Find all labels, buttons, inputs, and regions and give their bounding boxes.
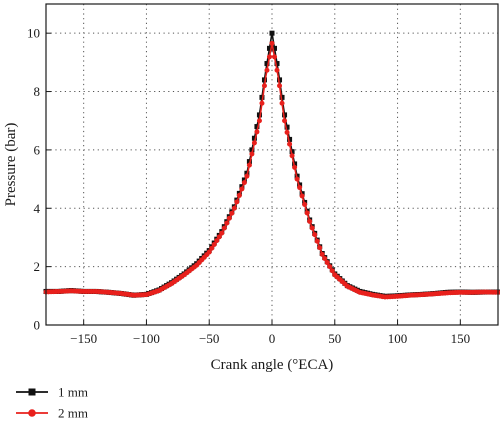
data-point (279, 94, 285, 100)
data-point (284, 124, 290, 130)
data-point (226, 215, 232, 221)
data-point (234, 199, 240, 205)
legend: 1 mm 2 mm (16, 385, 88, 421)
data-point (231, 205, 237, 211)
axis-ticks: −150 −100 −50 0 50 100 150 0 2 4 6 8 10 (27, 26, 470, 346)
data-point (249, 147, 255, 153)
y-tick-label: 6 (34, 142, 41, 157)
y-tick-label: 2 (34, 259, 41, 274)
data-point (289, 149, 295, 155)
data-point (249, 151, 255, 157)
data-point (317, 245, 323, 251)
x-axis-title: Crank angle (°ECA) (211, 357, 334, 373)
data-point (324, 260, 330, 266)
y-tick-label: 8 (34, 84, 41, 99)
data-point (329, 268, 335, 274)
data-point (254, 124, 260, 130)
data-point (327, 264, 333, 270)
y-tick-label: 10 (27, 26, 40, 41)
data-point (284, 129, 290, 135)
data-point (307, 218, 313, 224)
data-point (312, 232, 318, 238)
data-point (251, 140, 257, 146)
data-point (304, 210, 310, 216)
x-tick-label: 150 (451, 331, 471, 346)
grid-lines (46, 4, 498, 325)
data-point (241, 177, 247, 183)
data-point (287, 136, 293, 142)
y-axis-title: Pressure (bar) (3, 123, 19, 207)
data-point (206, 249, 212, 255)
data-point (264, 61, 270, 67)
data-point (282, 118, 288, 124)
data-point (269, 30, 275, 36)
legend-label: 2 mm (58, 406, 88, 421)
data-point (282, 112, 288, 118)
data-point (272, 54, 278, 60)
data-point (287, 141, 293, 147)
data-point (261, 77, 267, 83)
data-point (219, 230, 225, 236)
data-point (224, 220, 230, 226)
data-point (246, 162, 252, 168)
x-tick-label: 0 (269, 331, 276, 346)
legend-marker (28, 409, 36, 417)
data-point (241, 180, 247, 186)
data-point (209, 245, 215, 251)
data-point (259, 94, 265, 100)
data-point (289, 153, 295, 159)
x-tick-label: −150 (70, 331, 97, 346)
data-point (269, 40, 275, 46)
data-point (274, 61, 280, 67)
data-point (266, 54, 272, 60)
x-tick-label: 50 (328, 331, 341, 346)
data-point (254, 129, 260, 135)
data-point (216, 234, 222, 240)
data-point (277, 83, 283, 89)
data-point (272, 45, 278, 51)
legend-item: 2 mm (16, 406, 88, 421)
series (43, 40, 500, 300)
data-point (266, 45, 272, 51)
data-point (279, 100, 285, 106)
legend-marker (28, 388, 36, 396)
x-tick-label: 100 (388, 331, 408, 346)
y-tick-label: 0 (34, 318, 41, 333)
data-point (302, 201, 308, 207)
data-point (239, 186, 245, 192)
data-point (297, 185, 303, 191)
data-point (214, 238, 220, 244)
data-point (294, 176, 300, 182)
series-layer (43, 30, 500, 300)
data-point (274, 67, 280, 73)
y-tick-label: 4 (34, 201, 41, 216)
x-tick-label: −50 (199, 331, 219, 346)
data-point (299, 193, 305, 199)
data-point (261, 83, 267, 89)
data-point (292, 164, 298, 170)
data-point (256, 112, 262, 118)
data-point (211, 241, 217, 247)
data-point (319, 251, 325, 257)
data-point (322, 255, 328, 261)
legend-item: 1 mm (16, 385, 88, 400)
data-point (264, 67, 270, 73)
data-point (229, 210, 235, 216)
data-point (221, 225, 227, 231)
data-point (277, 77, 283, 83)
legend-label: 1 mm (58, 385, 88, 400)
x-tick-label: −100 (133, 331, 160, 346)
data-point (236, 192, 242, 198)
data-point (259, 100, 265, 106)
data-point (309, 225, 315, 231)
data-point (256, 118, 262, 124)
data-point (251, 135, 257, 141)
data-point (314, 238, 320, 244)
data-point (244, 173, 250, 179)
